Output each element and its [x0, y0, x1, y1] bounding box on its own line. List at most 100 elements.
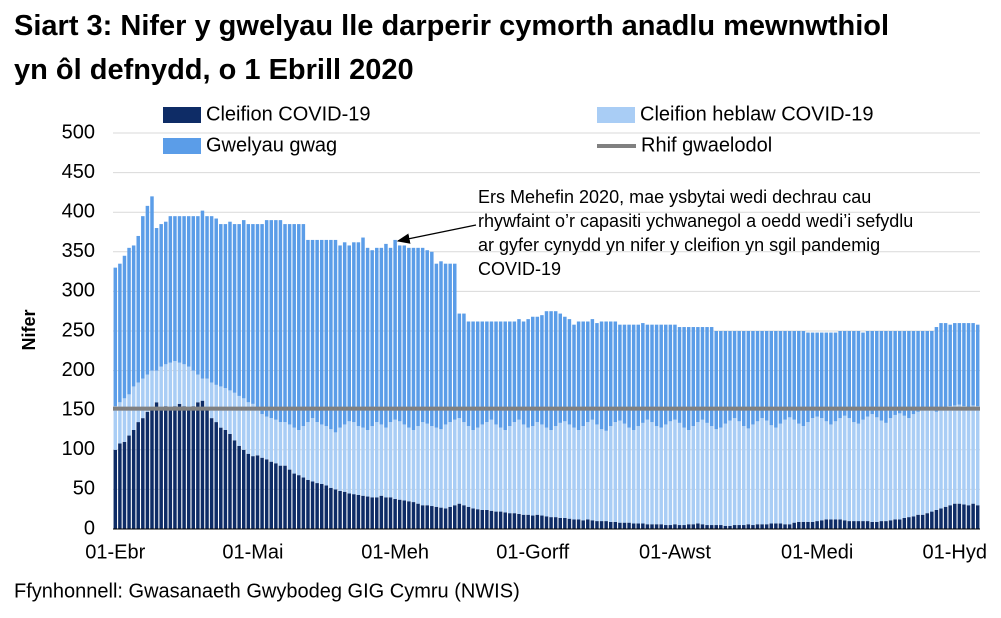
bar-segment	[957, 323, 962, 405]
bar-segment	[604, 321, 608, 431]
bar-segment	[338, 490, 342, 529]
annotation-text: Ers Mehefin 2020, mae ysbytai wedi dechr…	[478, 187, 871, 207]
bar-segment	[480, 321, 485, 425]
bar-segment	[810, 332, 815, 419]
bar-segment	[769, 425, 774, 524]
bar-segment	[260, 224, 264, 415]
bar-segment	[774, 427, 778, 524]
bar-segment	[852, 422, 856, 522]
bar-segment	[751, 331, 755, 425]
x-tick-label: 01-Mai	[222, 541, 283, 563]
bar-segment	[742, 426, 746, 526]
bar-segment	[755, 421, 760, 525]
bar-segment	[535, 514, 540, 529]
bar-segment	[797, 423, 801, 522]
bar-segment	[164, 364, 168, 407]
bar-segment	[691, 524, 696, 529]
bar-segment	[196, 402, 200, 529]
bar-segment	[352, 422, 356, 495]
bar-segment	[650, 324, 654, 423]
bar-segment	[576, 430, 581, 520]
bar-segment	[365, 496, 370, 529]
bar-segment	[948, 324, 952, 407]
bar-segment	[182, 364, 186, 407]
bar-segment	[154, 228, 159, 371]
bar-segment	[411, 502, 416, 529]
bar-segment	[622, 324, 627, 424]
x-tick-label: 01-Hyd	[923, 541, 987, 563]
bar-segment	[164, 221, 168, 365]
legend-swatch	[163, 107, 201, 123]
bar-segment	[810, 521, 815, 529]
bar-segment	[141, 216, 145, 379]
bar-segment	[755, 524, 760, 529]
bar-segment	[443, 508, 448, 529]
bar-segment	[879, 331, 884, 421]
bar-segment	[622, 423, 627, 523]
bar-segment	[778, 523, 783, 529]
bar-segment	[315, 239, 319, 423]
bar-segment	[251, 456, 255, 529]
y-tick-label: 0	[84, 517, 95, 539]
bar-segment	[402, 500, 407, 529]
bar-segment	[324, 239, 329, 427]
bar-segment	[714, 331, 718, 430]
bar-segment	[581, 520, 585, 529]
bar-segment	[723, 525, 728, 529]
bar-segment	[521, 321, 526, 425]
bar-segment	[893, 331, 897, 415]
bar-segment	[521, 424, 526, 515]
bar-segment	[430, 251, 434, 427]
bar-segment	[668, 421, 673, 526]
bar-segment	[186, 366, 191, 411]
bar-segment	[393, 498, 397, 529]
bar-segment	[407, 247, 411, 428]
bar-segment	[200, 400, 205, 529]
bar-segment	[586, 519, 590, 529]
bar-segment	[567, 319, 572, 425]
bar-segment	[388, 497, 393, 529]
bar-segment	[962, 504, 966, 529]
bar-segment	[434, 263, 439, 428]
bar-segment	[732, 418, 737, 526]
x-tick-label: 01-Awst	[639, 541, 711, 563]
bar-segment	[544, 311, 549, 428]
bar-segment	[819, 332, 824, 419]
bar-segment	[838, 519, 842, 529]
bar-segment	[457, 503, 462, 529]
legend-swatch	[163, 138, 201, 154]
bar-segment	[342, 491, 347, 529]
bar-segment	[925, 513, 929, 529]
bar-segment	[150, 370, 154, 409]
bar-segment	[641, 323, 645, 423]
bar-segment	[842, 331, 847, 416]
bar-segment	[526, 514, 530, 529]
bar-segment	[361, 495, 365, 529]
bar-segment	[379, 495, 384, 529]
bar-segment	[430, 506, 434, 529]
bar-segment	[957, 404, 962, 504]
bar-segment	[783, 419, 787, 525]
bar-segment	[471, 321, 475, 430]
bar-segment	[388, 247, 393, 423]
bar-segment	[696, 327, 700, 423]
bar-segment	[608, 321, 613, 427]
bar-segment	[833, 519, 838, 529]
bar-segment	[485, 422, 489, 510]
bar-segment	[420, 505, 425, 529]
bar-segment	[875, 331, 879, 418]
bar-segment	[310, 239, 315, 419]
bar-segment	[434, 506, 439, 529]
bar-segment	[801, 521, 806, 529]
bar-segment	[191, 406, 196, 529]
bar-segment	[388, 422, 393, 498]
bar-segment	[292, 427, 296, 474]
bar-segment	[838, 331, 842, 419]
annotation-text: COVID-19	[478, 259, 561, 279]
bar-segment	[686, 524, 691, 529]
bar-segment	[833, 421, 838, 520]
bar-segment	[792, 419, 796, 523]
bar-segment	[746, 331, 751, 429]
bar-segment	[237, 395, 241, 446]
bar-segment	[971, 503, 975, 529]
